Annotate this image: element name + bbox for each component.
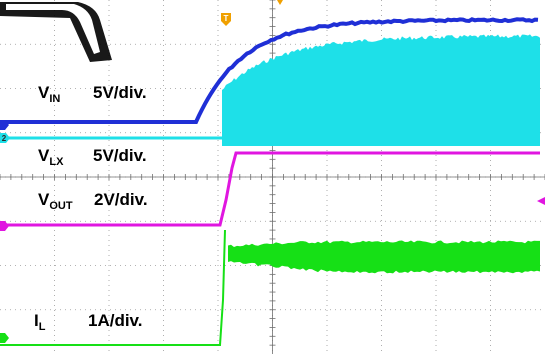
vin-subscript: IN — [49, 93, 61, 105]
vin-label: VIN 5V/div. — [38, 83, 147, 105]
channel-ground-marker-icon — [0, 333, 9, 343]
waveform-traces — [0, 17, 540, 346]
vlx-trace-switching — [222, 34, 540, 146]
trigger-level-arrow-icon — [537, 197, 545, 205]
il-trace-step — [0, 229, 226, 346]
il-trace-ripple — [228, 240, 540, 274]
channel-ground-marker-icon — [0, 221, 9, 231]
vin-symbol: V — [38, 83, 50, 102]
channel-ground-marker-icon — [0, 120, 9, 130]
channel-2-marker-label: 2 — [2, 134, 7, 143]
vout-scale: 2V/div. — [94, 190, 148, 209]
vout-trace — [0, 151, 540, 227]
vout-symbol: V — [38, 190, 50, 209]
il-symbol: I — [34, 311, 39, 330]
vin-scale: 5V/div. — [93, 83, 147, 102]
il-subscript: L — [38, 321, 46, 333]
channel-2-marker-icon: 2 — [0, 133, 10, 143]
trigger-position-icon — [277, 0, 283, 5]
vout-subscript: OUT — [49, 200, 73, 212]
channel-markers: T2 — [0, 0, 545, 343]
vin-trace — [0, 17, 539, 124]
channel-2-marker-shape — [0, 133, 10, 143]
vlx-label: VLX 5V/div. — [38, 146, 147, 168]
il-label: IL 1A/div. — [34, 311, 142, 333]
watermark-shape-inner — [6, 4, 100, 54]
vlx-subscript: LX — [49, 156, 64, 168]
vlx-scale: 5V/div. — [93, 146, 147, 165]
vout-label: VOUT 2V/div. — [38, 190, 148, 212]
il-scale: 1A/div. — [88, 311, 143, 330]
vlx-symbol: V — [38, 146, 50, 165]
trigger-marker-label: T — [224, 14, 229, 23]
trigger-marker-shape — [221, 13, 231, 26]
trigger-marker-icon: T — [221, 13, 231, 26]
